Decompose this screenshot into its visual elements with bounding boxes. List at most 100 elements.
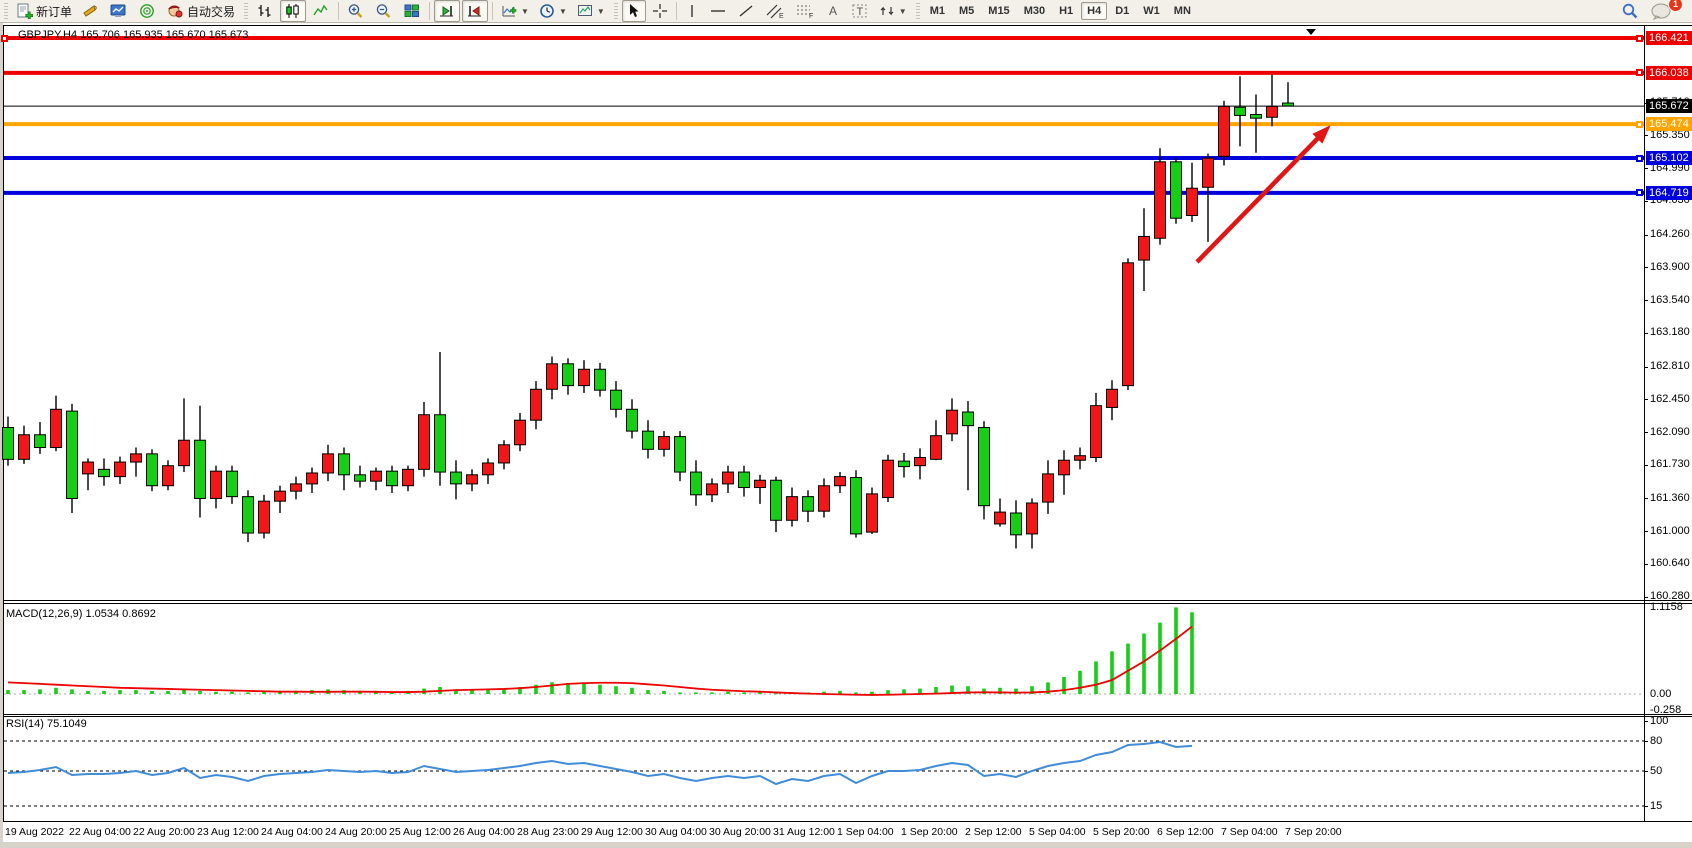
price-tick-mark xyxy=(1644,267,1648,269)
search-button[interactable] xyxy=(1616,0,1644,22)
equidistant-channel-tool[interactable]: E xyxy=(761,0,789,22)
auto-scroll-button[interactable] xyxy=(434,0,461,22)
rsi-tick-mark xyxy=(1644,771,1648,772)
price-tick-label: 163.900 xyxy=(1650,260,1690,273)
macd-separator-top[interactable] xyxy=(3,600,1692,601)
candle xyxy=(306,467,318,493)
price-tick-mark xyxy=(1644,399,1648,401)
timeframe-h1-button[interactable]: H1 xyxy=(1059,5,1074,17)
auto-trading-label: 自动交易 xyxy=(187,4,236,19)
templates-button[interactable]: ▼ xyxy=(573,0,609,22)
line-handle[interactable] xyxy=(1,34,8,42)
time-axis-label: 1 Sep 20:00 xyxy=(901,826,958,838)
candle xyxy=(946,398,958,442)
line-handle[interactable] xyxy=(1636,154,1643,162)
timeframe-d1-button[interactable]: D1 xyxy=(1115,5,1130,17)
rsi-separator-top[interactable] xyxy=(3,714,1692,715)
macd-axis-label: -0.258 xyxy=(1650,703,1682,716)
trade-group: 新订单 自动交易 xyxy=(11,0,240,23)
bar-chart-button[interactable] xyxy=(252,0,278,22)
horn-icon xyxy=(82,3,100,19)
line-handle[interactable] xyxy=(1636,69,1643,77)
toolbar-grip[interactable] xyxy=(4,3,8,19)
line-handle[interactable] xyxy=(1636,189,1643,197)
timeframe-h4-button[interactable]: H4 xyxy=(1081,2,1108,20)
chart-top-border xyxy=(3,25,1692,26)
candle xyxy=(1234,76,1246,147)
fibonacci-tool[interactable]: F xyxy=(791,0,819,22)
signals-button[interactable] xyxy=(134,0,160,22)
zoom-out-button[interactable] xyxy=(371,0,397,22)
trend-arrow-annotation[interactable] xyxy=(1195,125,1331,264)
vertical-line-tool[interactable] xyxy=(681,0,703,22)
text-label-tool[interactable]: T xyxy=(847,0,873,22)
price-level-label[interactable]: 165.102 xyxy=(1646,151,1692,165)
scroll-group xyxy=(433,0,489,23)
auto-trading-button[interactable]: 自动交易 xyxy=(162,0,239,22)
price-level-label[interactable]: 166.038 xyxy=(1646,65,1692,80)
price-tick-label: 162.810 xyxy=(1650,360,1690,373)
chart-shift-button[interactable] xyxy=(462,0,489,22)
dropdown-caret[interactable]: ▼ xyxy=(521,6,529,16)
notifications-button[interactable]: 1 xyxy=(1646,0,1683,22)
tile-windows-button[interactable] xyxy=(399,0,425,22)
macd-separator-bottom[interactable] xyxy=(3,603,1692,604)
candle xyxy=(98,458,110,486)
candle xyxy=(370,467,382,491)
candle xyxy=(210,465,222,509)
alerts-button[interactable] xyxy=(78,0,104,22)
crosshair-tool-button[interactable] xyxy=(648,0,672,22)
zoom-in-button[interactable] xyxy=(343,0,369,22)
arrows-tool[interactable]: ▼ xyxy=(875,0,911,22)
trendline-tool[interactable] xyxy=(733,0,759,22)
horizontal-line-tool[interactable] xyxy=(705,0,731,22)
candle xyxy=(1266,74,1278,127)
price-level-label[interactable]: 164.719 xyxy=(1646,185,1692,200)
new-order-button[interactable]: 新订单 xyxy=(12,0,76,22)
candle xyxy=(162,460,174,491)
price-tick-label: 163.540 xyxy=(1650,293,1690,306)
rsi-axis-label: 15 xyxy=(1650,799,1663,812)
macd-signal-line xyxy=(7,625,1193,696)
toolbar-grip[interactable] xyxy=(244,3,249,19)
candlestick-chart-button[interactable] xyxy=(280,0,307,22)
candle xyxy=(642,420,654,459)
text-tool[interactable]: A xyxy=(821,0,845,22)
time-axis-label: 5 Sep 20:00 xyxy=(1093,826,1150,838)
timeframe-m5-button[interactable]: M5 xyxy=(959,5,975,17)
line-chart-button[interactable] xyxy=(308,0,334,22)
candle xyxy=(626,399,638,439)
market-watch-button[interactable] xyxy=(106,0,132,22)
timeframe-mn-button[interactable]: MN xyxy=(1173,5,1191,17)
candle xyxy=(2,416,14,466)
timeframe-m15-button[interactable]: M15 xyxy=(988,5,1010,17)
timeframe-w1-button[interactable]: W1 xyxy=(1143,5,1160,17)
candle xyxy=(1170,158,1182,224)
macd-indicator-label: MACD(12,26,9) 1.0534 0.8692 xyxy=(6,608,156,620)
line-handle[interactable] xyxy=(1636,34,1643,42)
price-level-label[interactable]: 165.474 xyxy=(1646,117,1692,132)
macd-axis-label: 1.1158 xyxy=(1650,600,1683,613)
toolbar-grip[interactable] xyxy=(613,3,618,19)
toolbar-grip[interactable] xyxy=(915,3,920,19)
candle xyxy=(1026,498,1038,549)
cursor-tool-button[interactable] xyxy=(621,0,646,22)
dropdown-caret[interactable]: ▼ xyxy=(898,6,907,16)
candle xyxy=(594,362,606,397)
dropdown-caret[interactable]: ▼ xyxy=(558,6,567,16)
price-tick-label: 165.350 xyxy=(1650,128,1690,141)
chart-shift-marker[interactable] xyxy=(1306,29,1316,35)
candle xyxy=(1250,94,1262,153)
indicators-button[interactable]: ▼ xyxy=(497,0,533,22)
timeframe-m30-button[interactable]: M30 xyxy=(1023,5,1046,17)
dropdown-caret[interactable]: ▼ xyxy=(596,6,605,16)
timeframe-m1-button[interactable]: M1 xyxy=(929,5,945,17)
candle xyxy=(274,485,286,514)
line-handle[interactable] xyxy=(1636,120,1643,128)
periods-button[interactable]: ▼ xyxy=(535,0,571,22)
candle xyxy=(722,465,734,493)
rsi-separator-bottom[interactable] xyxy=(3,716,1692,717)
candle xyxy=(546,356,558,400)
price-level-label[interactable]: 166.421 xyxy=(1646,31,1692,45)
